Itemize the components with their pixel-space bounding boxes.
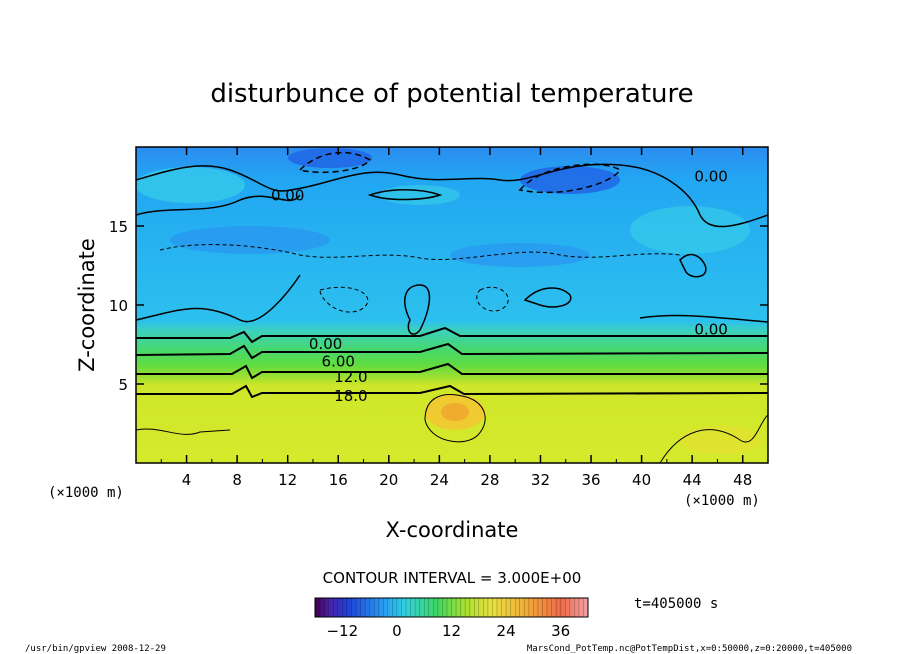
x-unit-left: (×1000 m) bbox=[48, 485, 124, 501]
colorbar-tick-label: −12 bbox=[326, 622, 358, 640]
contour-12 bbox=[136, 362, 768, 380]
x-tick-label: 40 bbox=[632, 471, 651, 489]
x-tick-label: 4 bbox=[182, 471, 192, 489]
contour-upper bbox=[404, 284, 431, 335]
contour-negative bbox=[319, 286, 369, 313]
x-unit-right: (×1000 m) bbox=[684, 493, 760, 509]
colorbar-tick-label: 12 bbox=[442, 622, 461, 640]
contour-negative bbox=[518, 163, 622, 194]
contour-6 bbox=[136, 342, 768, 360]
colorbar-ticks: −12 0 12 24 36 bbox=[319, 598, 584, 640]
y-tick-label: 5 bbox=[118, 376, 128, 394]
x-axis: 4 8 12 16 20 24 28 32 36 40 44 48 bbox=[160, 147, 752, 489]
x-tick-label: 24 bbox=[430, 471, 449, 489]
hot-patch-core bbox=[441, 403, 469, 421]
contour-18b bbox=[136, 428, 231, 435]
x-tick-label: 32 bbox=[531, 471, 550, 489]
y-tick-label: 10 bbox=[109, 297, 128, 315]
contour-negative bbox=[298, 151, 372, 174]
x-tick-label: 8 bbox=[232, 471, 242, 489]
colorbar-tick-label: 36 bbox=[551, 622, 570, 640]
chart-title: disturbunce of potential temperature bbox=[210, 79, 693, 109]
footer-left: /usr/bin/gpview 2008-12-29 bbox=[25, 644, 166, 654]
warm-patch bbox=[136, 167, 245, 203]
y-axis: 5 10 15 bbox=[109, 218, 768, 394]
cool-patch bbox=[450, 243, 590, 267]
x-tick-label: 48 bbox=[733, 471, 752, 489]
time-label: t=405000 s bbox=[634, 596, 718, 612]
contour-interval: CONTOUR INTERVAL = 3.000E+00 bbox=[323, 569, 582, 587]
contour-0 bbox=[136, 326, 768, 344]
colorbar-tick-label: 0 bbox=[392, 622, 402, 640]
x-tick-label: 36 bbox=[581, 471, 600, 489]
contour-upper bbox=[679, 253, 707, 278]
x-axis-title: X-coordinate bbox=[386, 518, 519, 542]
contour-18 bbox=[136, 384, 768, 399]
contour-label: 0.00 bbox=[694, 167, 727, 185]
cool-patch bbox=[170, 226, 330, 254]
x-tick-label: 28 bbox=[480, 471, 499, 489]
x-tick-label: 44 bbox=[683, 471, 702, 489]
warm-patch-low bbox=[680, 426, 760, 454]
contour-lines bbox=[136, 151, 768, 463]
contour-upper bbox=[136, 163, 768, 228]
contour-label: 18.0 bbox=[334, 387, 367, 405]
contour-upper bbox=[523, 287, 572, 308]
colorbar-tick-label: 24 bbox=[497, 622, 516, 640]
contour-negative bbox=[476, 286, 509, 312]
contour-label: 0.00 bbox=[271, 186, 304, 204]
contour-label: 0.00 bbox=[694, 321, 727, 339]
y-tick-label: 15 bbox=[109, 218, 128, 236]
x-tick-label: 12 bbox=[278, 471, 297, 489]
footer-right: MarsCond_PotTemp.nc@PotTempDist,x=0:5000… bbox=[527, 644, 852, 654]
cold-patch bbox=[520, 166, 620, 194]
contour-label: 0.00 bbox=[309, 335, 342, 353]
x-tick-label: 16 bbox=[329, 471, 348, 489]
contour-upper bbox=[136, 194, 301, 216]
contour-upper bbox=[367, 189, 443, 201]
contour-negative bbox=[159, 244, 681, 261]
warm-patch bbox=[380, 185, 460, 205]
cold-patch bbox=[288, 148, 372, 168]
contour-label: 6.00 bbox=[322, 352, 355, 370]
plot-area bbox=[136, 147, 768, 463]
x-tick-label: 20 bbox=[379, 471, 398, 489]
contour-upper bbox=[639, 314, 768, 323]
warm-patch bbox=[630, 206, 750, 254]
y-axis-title: Z-coordinate bbox=[75, 238, 99, 372]
contour-hill bbox=[659, 414, 768, 463]
contour-upper bbox=[136, 274, 301, 323]
contour-label: 12.0 bbox=[334, 368, 367, 386]
contour-24 bbox=[424, 394, 486, 443]
